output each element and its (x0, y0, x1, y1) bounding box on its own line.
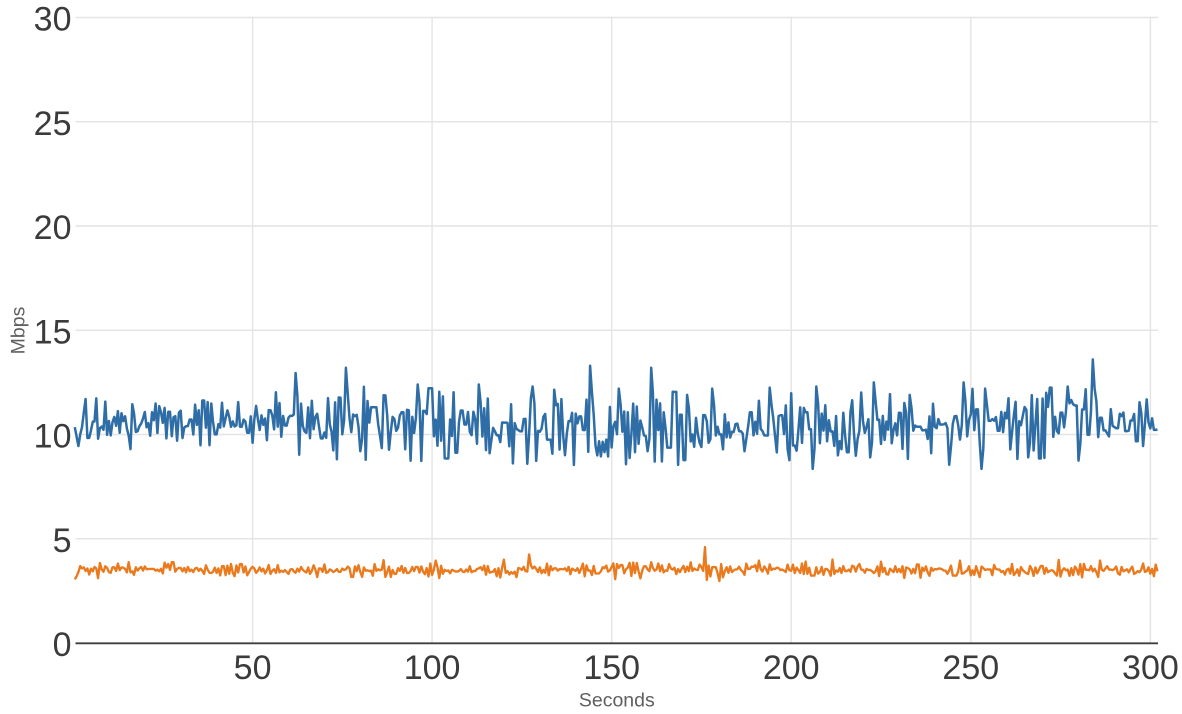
svg-text:20: 20 (34, 209, 72, 247)
svg-text:5: 5 (53, 522, 72, 560)
svg-text:100: 100 (404, 649, 461, 687)
svg-text:50: 50 (234, 649, 272, 687)
svg-text:Seconds: Seconds (579, 690, 655, 712)
svg-text:25: 25 (34, 105, 72, 143)
svg-text:Mbps: Mbps (8, 306, 30, 354)
svg-text:200: 200 (763, 649, 820, 687)
svg-text:0: 0 (53, 626, 72, 664)
svg-text:30: 30 (34, 1, 72, 39)
svg-text:10: 10 (34, 418, 72, 456)
svg-text:250: 250 (942, 649, 999, 687)
svg-text:150: 150 (583, 649, 640, 687)
svg-text:300: 300 (1122, 649, 1179, 687)
svg-text:15: 15 (34, 313, 72, 351)
